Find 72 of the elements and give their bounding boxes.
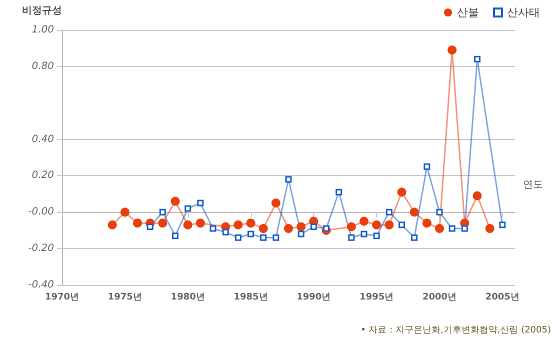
y-tick-label: 1.00	[32, 24, 54, 36]
point	[258, 224, 268, 234]
point	[474, 56, 480, 62]
point	[310, 223, 317, 230]
legend-label: 산사태	[507, 6, 540, 19]
point	[183, 220, 192, 230]
y-tick-label: -0.20	[28, 243, 54, 254]
point	[196, 218, 205, 228]
point	[472, 191, 482, 200]
point	[170, 196, 180, 206]
y-tick-label: -0.40	[28, 280, 54, 290]
point	[422, 218, 432, 228]
point	[184, 205, 192, 212]
point	[323, 225, 330, 232]
point	[336, 188, 342, 196]
y-tick-label: 0.40	[32, 134, 54, 145]
point	[197, 200, 204, 206]
point	[120, 208, 130, 217]
point	[348, 234, 355, 241]
point	[436, 208, 443, 216]
legend-label: 산불	[457, 6, 479, 19]
x-tick-label: 1975년	[108, 292, 142, 302]
point	[234, 234, 242, 241]
point	[210, 225, 216, 232]
point	[246, 218, 256, 228]
point	[448, 225, 456, 232]
y-axis-title: 비정규성	[22, 6, 62, 16]
point	[298, 230, 304, 238]
point	[373, 232, 380, 240]
y-tick-label: 0.20	[32, 170, 54, 182]
point	[372, 220, 382, 230]
point	[158, 218, 168, 228]
x-tick-label: 1995년	[360, 292, 394, 302]
point	[360, 230, 368, 238]
point	[271, 198, 280, 208]
point	[108, 220, 117, 230]
point	[397, 188, 406, 197]
point	[285, 176, 292, 183]
point	[435, 224, 444, 234]
x-tick-label: 1990년	[296, 292, 331, 302]
point	[346, 222, 356, 232]
point	[499, 222, 506, 228]
point	[133, 218, 142, 228]
point	[410, 208, 419, 217]
point	[222, 228, 229, 236]
point	[398, 222, 405, 228]
point	[234, 220, 243, 230]
point	[360, 216, 368, 226]
point	[260, 234, 267, 241]
point	[448, 46, 457, 55]
y-tick-label: 0.80	[32, 60, 54, 72]
point	[485, 224, 494, 234]
point	[384, 220, 394, 230]
point	[461, 225, 468, 232]
x-tick-label: 1980년	[170, 292, 205, 302]
point	[172, 232, 178, 240]
point	[411, 234, 418, 241]
point	[424, 163, 430, 170]
x-tick-label: 1970년	[44, 292, 80, 302]
point	[146, 223, 154, 230]
x-axis-title: 연도	[523, 180, 543, 191]
point	[296, 222, 306, 232]
point	[386, 208, 392, 216]
x-tick-label: 1985년	[234, 292, 268, 302]
x-tick-label: 2005년	[485, 292, 520, 302]
y-tick-label: -0.00	[28, 206, 54, 218]
point	[248, 230, 254, 238]
point	[159, 208, 166, 216]
text: • 자료 : 지구온난화,기후변화협약,산림 (2005)	[360, 326, 552, 336]
x-tick-label: 2000년	[422, 292, 457, 302]
point	[284, 224, 293, 234]
point	[272, 234, 280, 241]
